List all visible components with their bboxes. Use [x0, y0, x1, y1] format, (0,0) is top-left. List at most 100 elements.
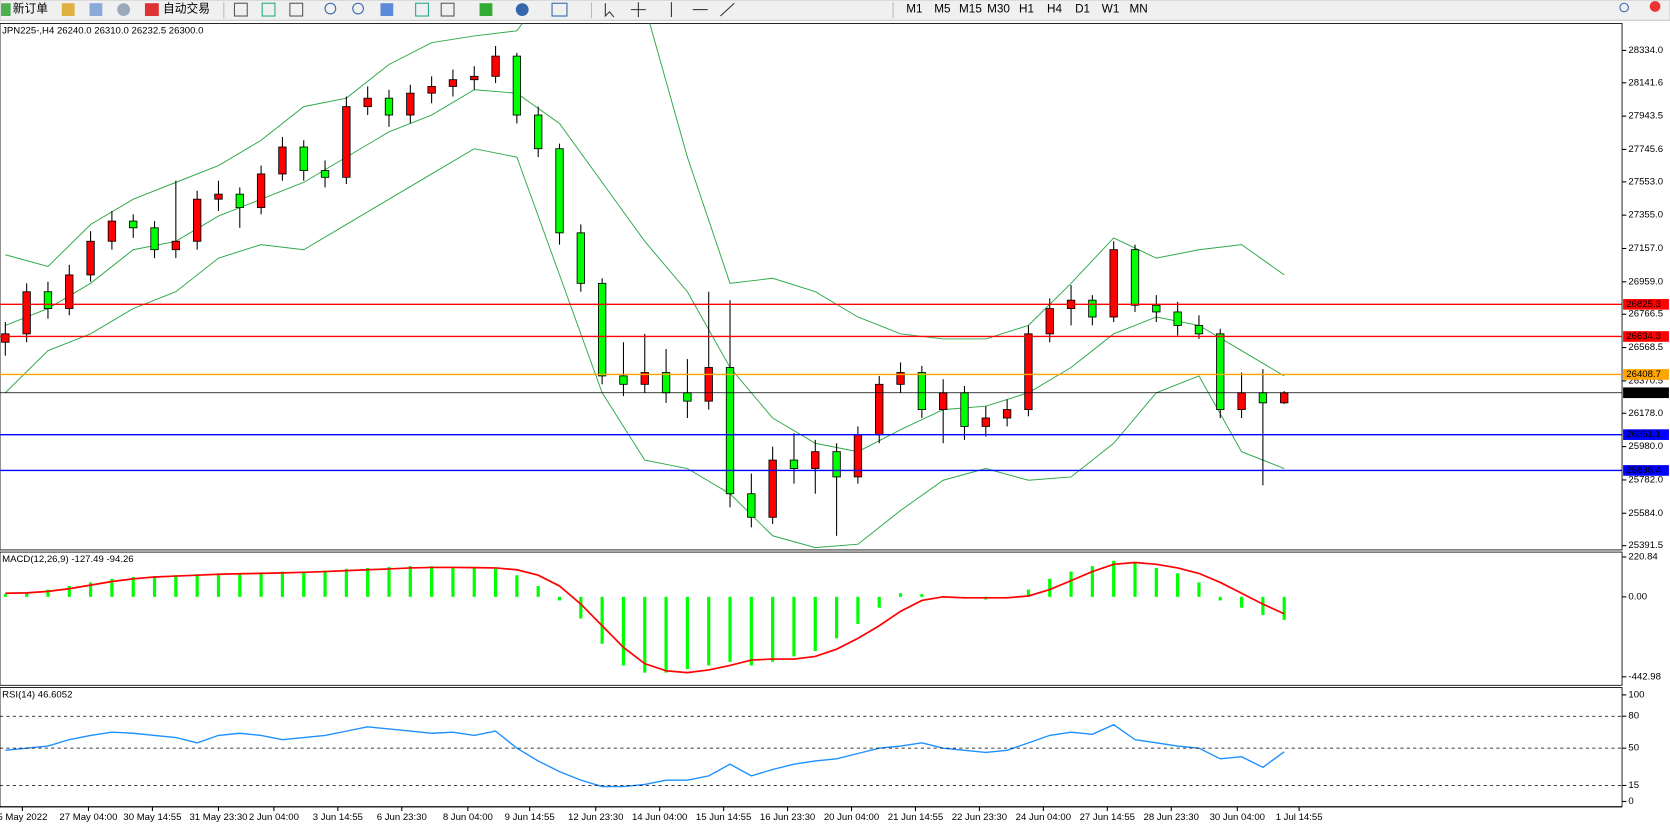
tool-icon[interactable]	[117, 3, 131, 17]
macd-bar	[238, 573, 242, 597]
timeframe-button[interactable]: M1	[906, 3, 922, 16]
candle-body	[22, 291, 31, 335]
x-tick-label: 22 Jun 23:30	[952, 812, 1007, 823]
auto-trade-icon[interactable]	[144, 3, 159, 17]
y-tick-label: 28141.6	[1628, 77, 1663, 88]
timeframe-button[interactable]: M15	[959, 3, 982, 16]
candle-body	[1, 333, 10, 343]
macd-bar	[344, 568, 348, 597]
macd-bar	[451, 567, 455, 597]
y-tick-label: 0.00	[1628, 591, 1647, 602]
macd-bar	[216, 573, 221, 597]
macd-bar	[749, 596, 753, 666]
x-tick-label: 6 Jun 23:30	[377, 812, 427, 823]
candle-body	[789, 459, 799, 469]
bollinger-band	[4, 148, 1285, 549]
trend-tool[interactable]	[720, 2, 735, 17]
auto-trade-button[interactable]: 自动交易	[163, 2, 210, 16]
candle-body	[1024, 333, 1033, 411]
candle-body	[384, 97, 394, 116]
candle-body	[534, 114, 543, 150]
tool-icon[interactable]	[89, 3, 103, 17]
candle-body	[491, 55, 500, 77]
level-label: 26825.3	[1626, 299, 1661, 310]
tool-icon[interactable]	[233, 2, 248, 17]
y-tick-label: 25980.0	[1628, 441, 1663, 452]
candle-body	[406, 92, 415, 116]
y-tick-label: 50	[1628, 743, 1639, 754]
tool-icon[interactable]	[479, 3, 493, 17]
macd-bar	[110, 578, 114, 597]
x-tick-label: 14 Jun 04:00	[632, 812, 687, 823]
timeframe-button[interactable]: M30	[987, 3, 1010, 16]
candle-body	[597, 282, 607, 377]
y-tick-label: 25391.5	[1628, 540, 1663, 551]
search-icon[interactable]	[1619, 2, 1629, 13]
x-tick-label: 21 Jun 14:55	[888, 812, 943, 823]
macd-bar	[1197, 582, 1201, 597]
candle-body	[1088, 299, 1097, 318]
candle-body	[768, 459, 777, 518]
macd-bar	[771, 596, 775, 662]
macd-bar	[408, 566, 412, 597]
candle-body	[129, 220, 138, 229]
timeframe-button[interactable]: MN	[1130, 3, 1148, 16]
macd-bar	[1282, 596, 1286, 620]
timeframe-button[interactable]: H1	[1019, 3, 1034, 16]
macd-bar	[813, 596, 817, 651]
y-tick-label: 26766.5	[1628, 309, 1663, 320]
level-tag	[1623, 465, 1669, 476]
tool-icon[interactable]	[61, 3, 75, 17]
candle-body	[299, 146, 308, 172]
tool-icon[interactable]	[515, 3, 529, 17]
candle-body	[683, 392, 692, 402]
notification[interactable]	[1649, 1, 1661, 12]
y-tick-label: 27553.0	[1628, 176, 1663, 187]
zoom-in[interactable]	[324, 2, 337, 15]
candle-body	[320, 170, 330, 178]
timeframe-button[interactable]: M5	[934, 3, 951, 16]
tool-icon[interactable]	[380, 3, 394, 17]
level-label: 25838.4	[1626, 465, 1661, 476]
y-tick-label: 25782.0	[1628, 474, 1663, 485]
macd-bar	[387, 567, 391, 597]
tool-icon[interactable]	[261, 2, 276, 17]
cursor-tool[interactable]	[604, 3, 615, 18]
panel-title: RSI(14) 46.6052	[2, 689, 72, 700]
x-tick-label: 8 Jun 04:00	[443, 812, 493, 823]
zoom-out[interactable]	[352, 2, 364, 15]
y-tick-label: 220.84	[1628, 552, 1658, 563]
panel-frame	[0, 23, 1623, 551]
new-order-icon[interactable]	[1, 3, 11, 17]
timeframe-button[interactable]: W1	[1102, 3, 1120, 16]
x-tick-label: 2 Jun 04:00	[249, 812, 299, 823]
candle-body	[363, 97, 372, 108]
macd-bar	[302, 571, 306, 597]
macd-bar	[600, 596, 604, 644]
tool-icon[interactable]	[551, 2, 568, 17]
macd-bar	[323, 570, 327, 597]
y-tick-label: 26178.0	[1628, 408, 1663, 419]
tool-icon[interactable]	[440, 2, 455, 17]
macd-bar	[131, 576, 135, 597]
crosshair-tool[interactable]	[630, 2, 646, 18]
timeframe-button[interactable]: H4	[1047, 3, 1062, 16]
panel-frame	[0, 686, 1623, 808]
candle-body	[1237, 392, 1246, 411]
timeframe-button[interactable]: D1	[1075, 3, 1090, 16]
candle-body	[576, 232, 585, 284]
tool-icon[interactable]	[289, 2, 304, 17]
candle-body	[939, 392, 948, 411]
macd-bar	[174, 575, 178, 597]
x-tick-label: 30 Jun 04:00	[1210, 812, 1265, 823]
bollinger-band	[5, 89, 1285, 453]
y-tick-label: 27943.5	[1628, 111, 1663, 122]
candle-body	[150, 227, 159, 251]
level-tag	[1623, 387, 1669, 399]
panel-frame	[0, 551, 1623, 686]
new-order-button[interactable]: 新订单	[13, 2, 48, 16]
tool-icon[interactable]	[415, 2, 429, 17]
candle-body	[917, 372, 927, 411]
